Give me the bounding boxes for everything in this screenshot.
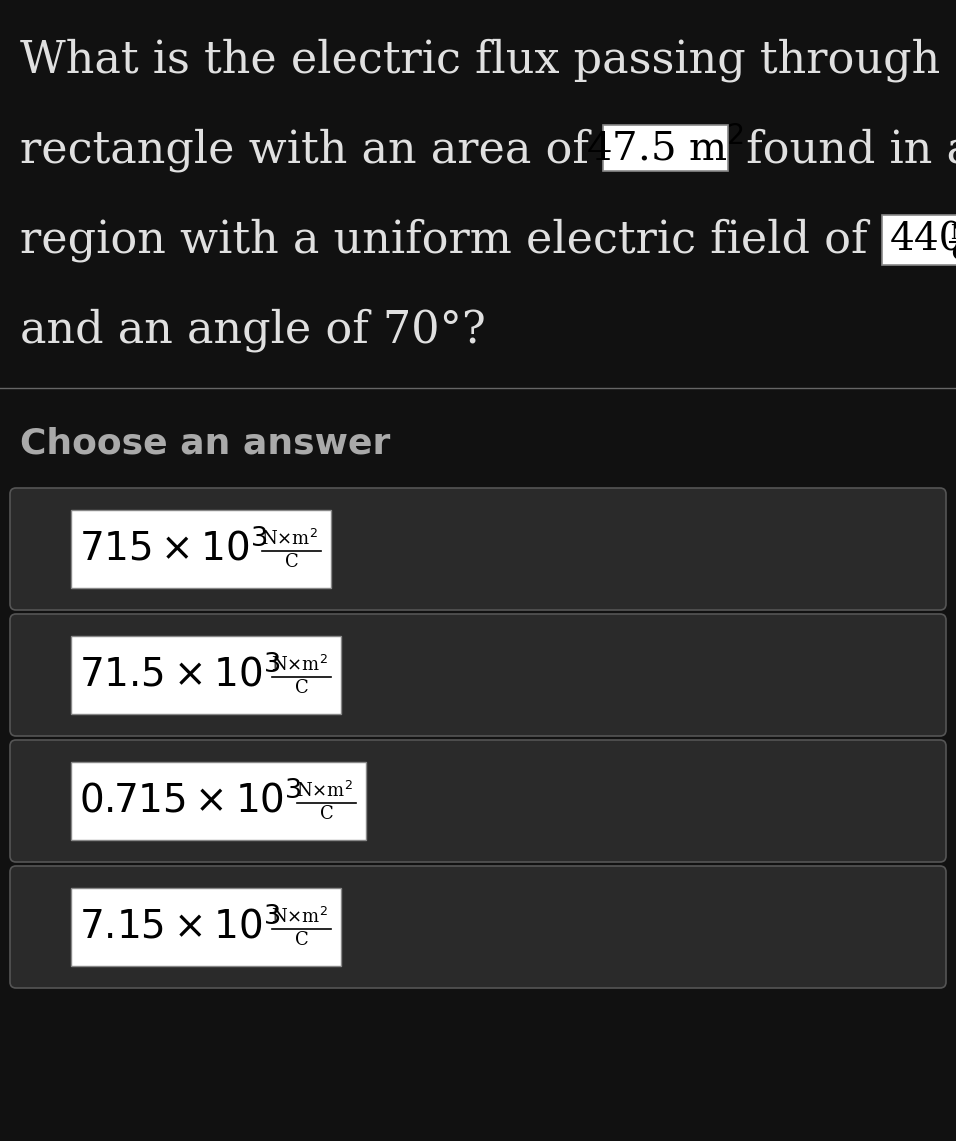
Text: rectangle with an area of: rectangle with an area of	[20, 128, 603, 171]
Text: N$\times$m$^2$: N$\times$m$^2$	[295, 780, 353, 801]
Text: found in a: found in a	[732, 128, 956, 171]
FancyBboxPatch shape	[10, 614, 946, 736]
FancyBboxPatch shape	[10, 488, 946, 610]
Text: $71.5 \times 10^3$: $71.5 \times 10^3$	[79, 655, 280, 695]
Text: C: C	[951, 244, 956, 264]
FancyBboxPatch shape	[71, 762, 366, 840]
FancyBboxPatch shape	[10, 741, 946, 861]
Text: $7.15 \times 10^3$: $7.15 \times 10^3$	[79, 907, 280, 947]
Text: and an angle of 70°?: and an angle of 70°?	[20, 308, 486, 351]
Text: What is the electric flux passing through a: What is the electric flux passing throug…	[20, 38, 956, 82]
FancyBboxPatch shape	[71, 510, 331, 588]
Text: N$\times$m$^2$: N$\times$m$^2$	[261, 529, 317, 549]
FancyBboxPatch shape	[71, 888, 341, 966]
Text: 47.5 m$^2$: 47.5 m$^2$	[586, 128, 745, 169]
Text: N$\times$m$^2$: N$\times$m$^2$	[271, 655, 327, 675]
Text: C: C	[295, 679, 309, 697]
Text: C: C	[320, 806, 334, 823]
Text: $0.715 \times 10^3$: $0.715 \times 10^3$	[79, 782, 302, 820]
FancyBboxPatch shape	[881, 215, 956, 265]
Text: N$\times$m$^2$: N$\times$m$^2$	[271, 907, 327, 928]
Text: C: C	[295, 931, 309, 949]
Text: region with a uniform electric field of: region with a uniform electric field of	[20, 218, 881, 261]
Text: C: C	[285, 553, 299, 570]
FancyBboxPatch shape	[71, 636, 341, 714]
FancyBboxPatch shape	[603, 126, 728, 171]
Text: $715 \times 10^3$: $715 \times 10^3$	[79, 529, 268, 569]
Text: N: N	[950, 222, 956, 243]
Text: 440: 440	[890, 221, 956, 259]
Text: Choose an answer: Choose an answer	[20, 426, 390, 460]
FancyBboxPatch shape	[10, 866, 946, 988]
